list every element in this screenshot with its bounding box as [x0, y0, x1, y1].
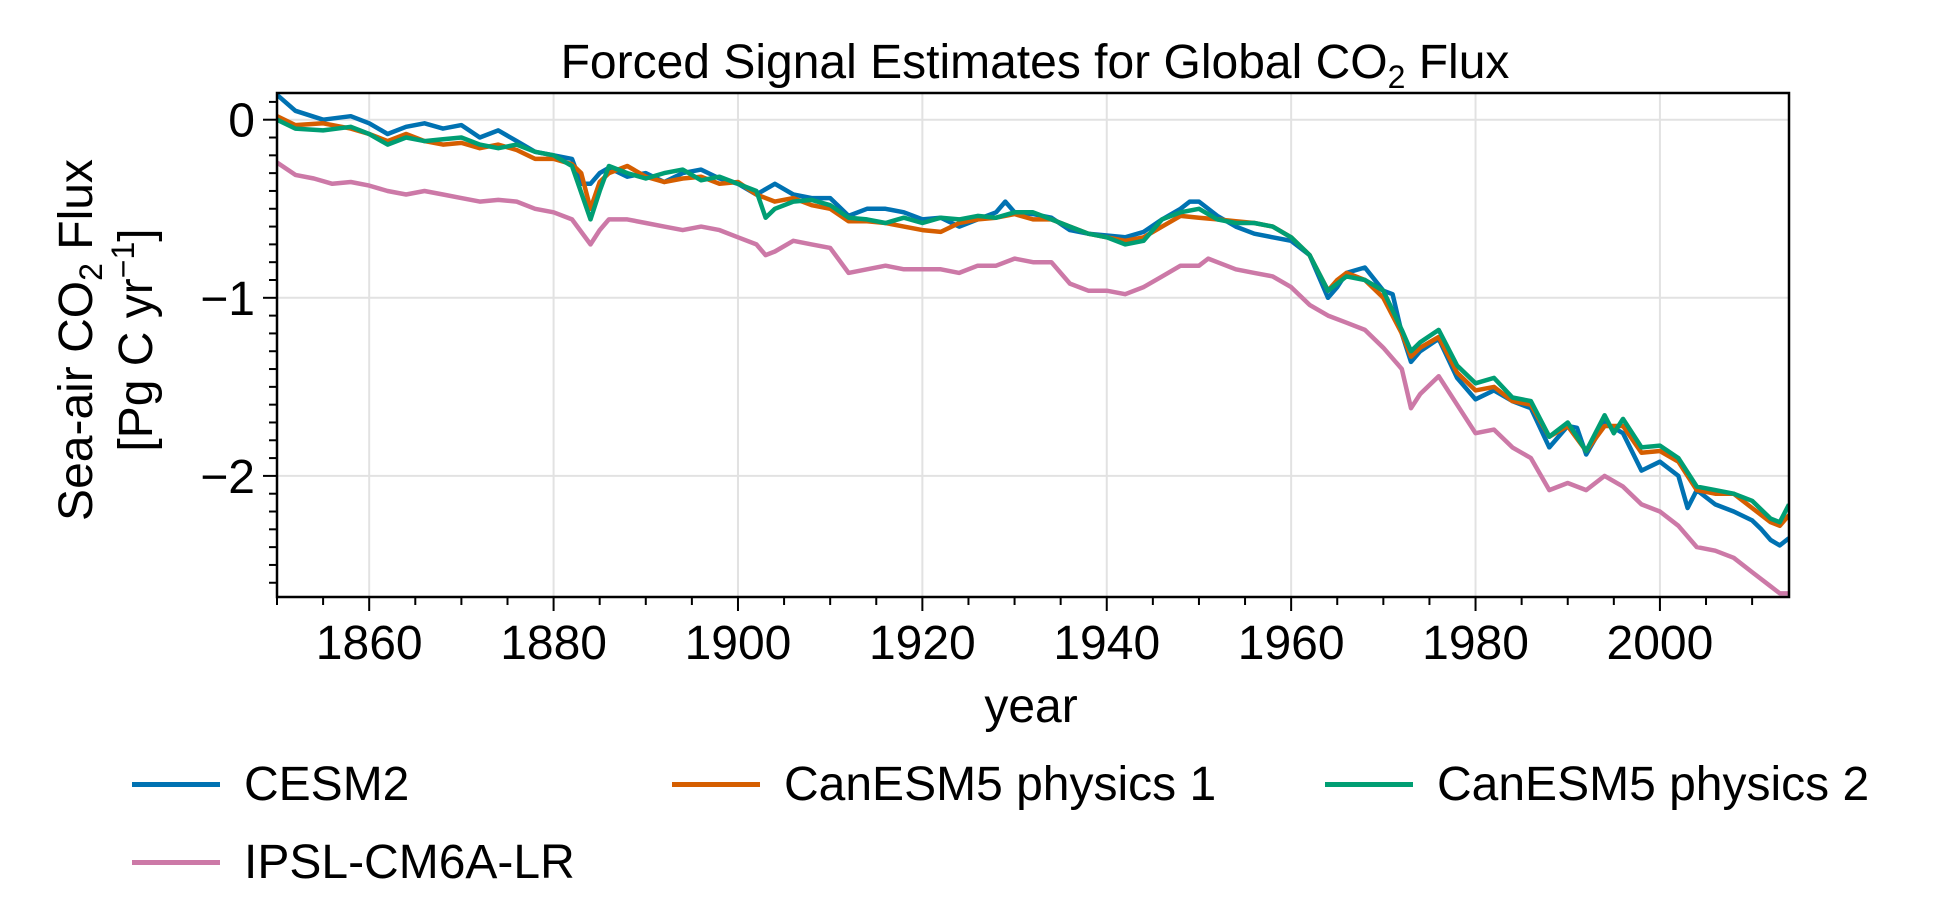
- x-axis-label: year: [984, 680, 1077, 733]
- title-suffix: Flux: [1405, 36, 1509, 89]
- x-tick-label: 1940: [1053, 617, 1160, 670]
- title-subscript: 2: [1388, 59, 1406, 95]
- ylabel-line1: Sea-air CO: [50, 281, 103, 521]
- svg-text:Sea-air CO2 Flux: Sea-air CO2 Flux: [50, 159, 109, 521]
- chart-title: Forced Signal Estimates for Global CO2 F…: [561, 36, 1510, 95]
- series-line-canesm5-physics-2: [277, 117, 1789, 525]
- x-tick-label: 1900: [685, 617, 792, 670]
- title-text: Forced Signal Estimates for Global CO: [561, 36, 1388, 89]
- x-tick-label: 1860: [316, 617, 423, 670]
- y-tick-label: −1: [200, 273, 255, 326]
- ylabel-line1-suffix: Flux: [50, 159, 103, 263]
- ylabel-line1-subscript: 2: [73, 263, 109, 281]
- series-line-cesm2: [277, 93, 1789, 548]
- series-line-ipsl-cm6a-lr: [277, 160, 1789, 596]
- ylabel-line2: [Pg C yr: [110, 278, 163, 451]
- plot-area: 1860 1880 1900 1920 1940 1960 1980 2000 0 −1 −2: [200, 91, 1791, 670]
- x-tick-label: 1980: [1422, 617, 1529, 670]
- x-tick-label: 1920: [869, 617, 976, 670]
- ylabel-line2-superscript: −1: [105, 242, 141, 278]
- x-tick-label: 1880: [500, 617, 607, 670]
- y-axis-label: Sea-air CO2 Flux [Pg C yr−1]: [50, 159, 163, 521]
- ylabel-line2-suffix: ]: [110, 228, 163, 241]
- y-tick-label: 0: [228, 95, 255, 148]
- series-line-canesm5-physics-1: [277, 114, 1789, 529]
- x-tick-label: 2000: [1607, 617, 1714, 670]
- plot-frame: [275, 91, 1791, 599]
- y-tick-label: −2: [200, 451, 255, 504]
- svg-text:Forced Signal Estimates for Gl: Forced Signal Estimates for Global CO2 F…: [561, 36, 1510, 95]
- x-tick-label: 1960: [1238, 617, 1345, 670]
- svg-text:[Pg C yr−1]: [Pg C yr−1]: [105, 228, 163, 451]
